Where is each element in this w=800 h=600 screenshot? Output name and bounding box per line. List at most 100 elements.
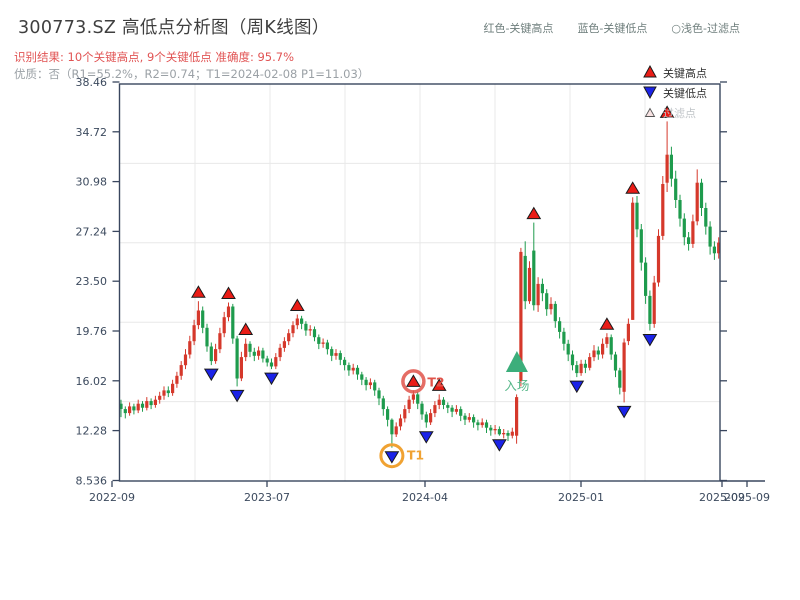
candle-body — [687, 237, 691, 244]
candle-body — [450, 407, 454, 412]
candle-body — [287, 333, 291, 342]
candle-body — [596, 350, 600, 355]
key-high-marker — [431, 378, 447, 391]
candle-body — [635, 202, 639, 230]
t1-circle — [379, 443, 405, 469]
candle-body — [355, 367, 360, 375]
candle-body — [158, 395, 162, 400]
candle-body — [704, 208, 708, 227]
candle-body — [231, 306, 235, 339]
candle-body — [583, 363, 587, 368]
candle-body — [145, 401, 149, 408]
candle-body — [334, 353, 338, 356]
candle-body — [257, 350, 261, 356]
quality-line-text: 优质：否（R1=55.2%，R2=0.74；T1=2024-02-08 P1=1… — [14, 67, 370, 81]
entry-label: 入场 — [504, 378, 529, 393]
key-low-marker — [418, 431, 434, 444]
candle-body — [183, 354, 188, 366]
y-tick-label: 38.46 — [76, 76, 108, 89]
candle-body — [278, 347, 282, 358]
candle-body — [162, 390, 166, 396]
t2-label: T2 — [427, 374, 444, 389]
x-tick-label: 2025-09 — [724, 491, 770, 504]
candle-body — [618, 370, 622, 388]
candle-body — [282, 341, 286, 348]
candle-body — [454, 409, 458, 412]
candle-body — [558, 321, 562, 332]
candle-body — [274, 357, 278, 367]
key-high-marker — [659, 105, 675, 118]
t2-circle — [401, 369, 426, 394]
key-low-marker — [642, 334, 658, 347]
candle-body — [149, 401, 153, 406]
candle-body — [244, 343, 248, 358]
key-low-marker — [384, 451, 400, 464]
candle-body — [153, 399, 157, 405]
candle-body — [239, 357, 243, 379]
candle-body — [377, 390, 381, 399]
candle-body — [291, 325, 295, 334]
candle-body — [416, 394, 420, 404]
candle-body — [269, 362, 274, 367]
candle-body — [433, 405, 437, 414]
candle-body — [566, 343, 570, 355]
candle-body — [347, 365, 351, 371]
candle-body — [523, 255, 527, 302]
candle-body — [545, 293, 549, 310]
candle-body — [386, 409, 390, 420]
candle-body — [515, 397, 519, 436]
candle-body — [252, 351, 256, 356]
candle-body — [540, 283, 544, 294]
x-tick-label: 2025-01 — [558, 491, 604, 504]
candle-body — [682, 218, 686, 238]
candle-body — [665, 154, 669, 183]
candle-body — [626, 323, 630, 342]
plot-border — [118, 83, 721, 482]
y-tick-label: 19.76 — [76, 325, 108, 338]
candle-body — [317, 337, 321, 344]
candle-body — [166, 390, 170, 394]
candle-body — [446, 405, 450, 408]
candle-body — [312, 329, 317, 338]
x-tick-label: 2024-04 — [402, 491, 448, 504]
candle-body — [467, 417, 471, 420]
candle-body — [360, 374, 364, 380]
candle-body — [407, 399, 411, 409]
candle-body — [209, 346, 213, 362]
candle-body — [351, 367, 355, 371]
candle-body — [489, 427, 493, 431]
candle-body — [476, 422, 480, 426]
candle-body — [364, 379, 368, 386]
candle-body — [652, 282, 656, 324]
legendbox-filter-label: 过滤点 — [663, 107, 696, 120]
key-high-marker — [238, 322, 254, 335]
key-high-marker — [221, 286, 236, 299]
candle-body — [695, 182, 699, 222]
candle-body — [699, 182, 704, 208]
candle-body — [368, 382, 372, 386]
candle-body — [644, 262, 648, 296]
candle-body — [669, 154, 673, 179]
hollow-triangle-icon — [644, 107, 656, 117]
y-tick-label: 12.28 — [76, 425, 108, 438]
red-up-triangle-icon — [643, 64, 657, 78]
candle-body — [497, 429, 501, 435]
candle-body — [128, 406, 132, 414]
candle-body — [592, 350, 596, 358]
key-low-marker — [264, 372, 279, 386]
x-tick-label: 2023-07 — [244, 491, 290, 504]
y-tick-label: 34.72 — [76, 126, 108, 139]
candle-body — [179, 365, 183, 376]
candle-body — [123, 409, 127, 414]
candle-body — [403, 409, 407, 419]
legendbox-low-label: 关键低点 — [663, 86, 707, 100]
candle-body — [226, 306, 231, 318]
candle-body — [510, 431, 514, 436]
candle-body — [622, 342, 626, 392]
candle-body — [171, 383, 175, 394]
candle-body — [506, 433, 510, 436]
candle-body — [605, 337, 609, 344]
candle-body — [321, 342, 325, 344]
